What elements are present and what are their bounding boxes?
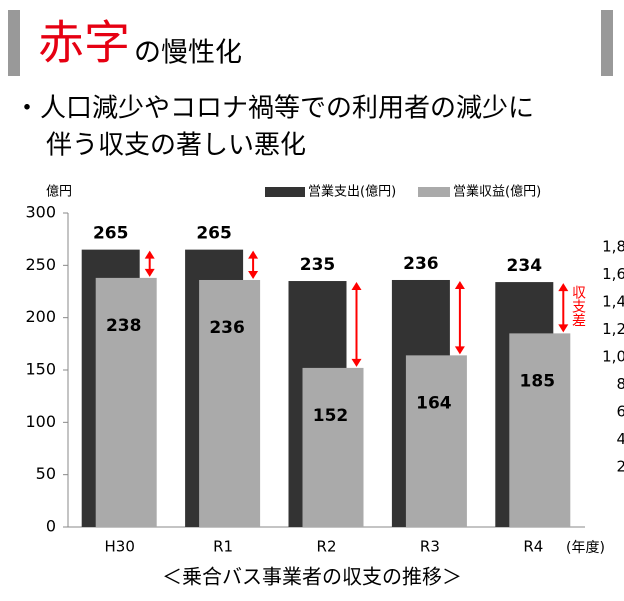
diff-arrow-head xyxy=(454,280,465,289)
title-rest: の慢性化 xyxy=(134,38,242,69)
diff-arrow-head xyxy=(248,250,259,259)
title-red: 赤字 xyxy=(38,16,130,70)
y-tick-label: 100 xyxy=(25,412,56,431)
value-label: 235 xyxy=(300,255,336,275)
value-label: 265 xyxy=(93,224,129,244)
x-tick-label: H30 xyxy=(105,538,135,556)
legend-swatch xyxy=(265,187,305,197)
clipped-axis-label: 2 xyxy=(616,458,624,476)
y-tick-label: 250 xyxy=(25,255,56,274)
clipped-axis-label: 6 xyxy=(616,403,624,421)
y-axis-label: 億円 xyxy=(46,184,72,200)
x-tick-label: R4 xyxy=(523,538,543,556)
clipped-axis-label: 1,4 xyxy=(602,293,624,311)
value-label: 238 xyxy=(106,316,142,336)
clipped-axis-label: 8 xyxy=(616,375,624,393)
legend-swatch xyxy=(418,187,450,197)
diff-arrow-head xyxy=(144,268,155,277)
clipped-axis-label: 1,8 xyxy=(602,238,624,256)
diff-arrow-head xyxy=(558,283,569,292)
legend-label: 営業収益(億円) xyxy=(453,184,541,200)
bar-revenue xyxy=(199,279,261,527)
value-label: 236 xyxy=(403,254,439,274)
y-tick-label: 0 xyxy=(46,517,56,536)
y-tick-label: 150 xyxy=(25,360,56,379)
title-bar-right xyxy=(601,10,613,76)
x-axis-label: (年度) xyxy=(566,540,605,556)
bar-revenue xyxy=(95,277,157,527)
value-label: 236 xyxy=(209,318,245,338)
annotation: 収支差 xyxy=(570,285,586,327)
x-tick-label: R3 xyxy=(420,538,440,556)
diff-arrow-head xyxy=(351,282,362,291)
x-tick-label: R1 xyxy=(213,538,233,556)
diff-arrow-head xyxy=(558,324,569,333)
bar-revenue xyxy=(405,355,467,527)
diff-arrow-head xyxy=(351,358,362,367)
value-label: 265 xyxy=(196,224,232,244)
x-tick-label: R2 xyxy=(317,538,337,556)
bar-revenue xyxy=(302,367,364,527)
value-label: 164 xyxy=(416,393,452,413)
value-label: 234 xyxy=(507,256,543,276)
diff-arrow-head xyxy=(454,346,465,355)
bar-revenue xyxy=(509,333,571,527)
y-tick-label: 300 xyxy=(25,203,56,222)
value-label: 152 xyxy=(313,406,349,426)
y-tick-label: 200 xyxy=(25,307,56,326)
legend-label: 営業支出(億円) xyxy=(308,184,396,200)
clipped-axis-label: 1,0 xyxy=(602,348,624,366)
bullet-line: ・人口減少やコロナ禍等での利用者の減少に xyxy=(14,94,534,124)
clipped-axis-label: 1,6 xyxy=(602,265,624,283)
diff-arrow-head xyxy=(144,250,155,259)
clipped-axis-label: 1,2 xyxy=(602,320,624,338)
y-tick-label: 50 xyxy=(36,464,56,483)
bullet-line: 伴う収支の著しい悪化 xyxy=(46,131,306,161)
diff-arrow-head xyxy=(248,270,259,279)
caption: ＜乗合バス事業者の収支の推移＞ xyxy=(162,565,462,589)
value-label: 185 xyxy=(520,371,556,391)
clipped-axis-label: 4 xyxy=(616,430,624,448)
title-bar-left xyxy=(8,10,20,76)
